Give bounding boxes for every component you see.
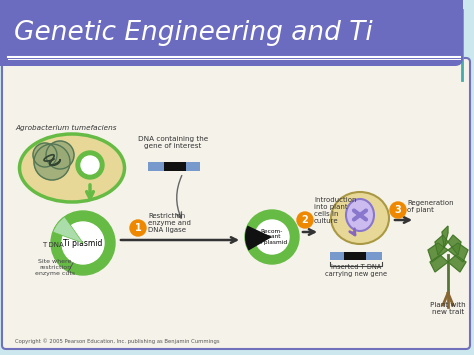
Circle shape [255,220,289,254]
Text: Restriction
enzyme and
DNA ligase: Restriction enzyme and DNA ligase [148,213,191,233]
Circle shape [390,202,406,218]
Wedge shape [53,217,83,243]
Ellipse shape [331,192,389,244]
Circle shape [130,220,146,236]
Polygon shape [435,235,448,255]
Text: Plant with
new trait: Plant with new trait [430,302,466,315]
Circle shape [33,143,57,167]
Text: Recom-
binant
Ti plasmid: Recom- binant Ti plasmid [257,229,287,245]
Circle shape [297,212,313,228]
Text: 2: 2 [301,215,309,225]
Text: Genetic Engineering and Ti: Genetic Engineering and Ti [14,20,373,46]
Polygon shape [430,255,448,272]
Text: Copyright © 2005 Pearson Education, Inc. publishing as Benjamin Cummings: Copyright © 2005 Pearson Education, Inc.… [15,338,219,344]
Polygon shape [448,243,468,262]
Circle shape [76,151,104,179]
Ellipse shape [346,199,374,231]
Text: T DNA: T DNA [42,242,64,248]
Text: DNA containing the
gene of interest: DNA containing the gene of interest [138,136,208,149]
Polygon shape [448,235,461,255]
Text: Introduction
into plant
cells in
culture: Introduction into plant cells in culture [314,197,356,224]
Text: Inserted T DNA
carrying new gene: Inserted T DNA carrying new gene [325,264,387,277]
Polygon shape [428,243,448,262]
Circle shape [51,211,115,275]
Circle shape [245,210,299,264]
Wedge shape [245,225,272,251]
Ellipse shape [19,134,125,202]
Text: Ti plasmid: Ti plasmid [64,239,103,247]
Polygon shape [442,226,448,248]
Polygon shape [448,255,466,272]
Bar [344,252,366,260]
Circle shape [46,141,74,169]
Text: 3: 3 [395,205,401,215]
Circle shape [34,144,70,180]
Circle shape [81,156,99,174]
Bar [164,162,186,171]
Circle shape [62,222,104,264]
Text: Site where
restriction
enzyme cuts: Site where restriction enzyme cuts [35,260,75,276]
Bar [148,162,200,171]
Text: Agrobacterium tumefaciens: Agrobacterium tumefaciens [15,125,117,131]
Text: Regeneration
of plant: Regeneration of plant [407,200,454,213]
Bar [330,252,382,260]
Text: 1: 1 [135,223,141,233]
FancyBboxPatch shape [2,58,470,349]
FancyBboxPatch shape [0,0,463,66]
